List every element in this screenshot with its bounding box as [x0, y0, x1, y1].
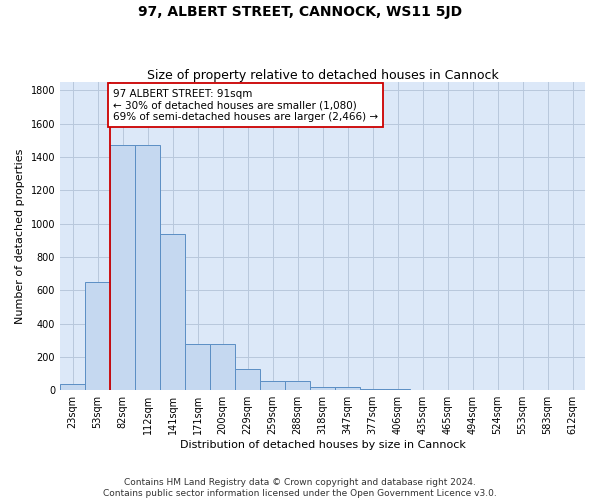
Bar — [385, 388, 410, 390]
Bar — [85, 282, 110, 390]
Bar — [110, 146, 135, 390]
Bar — [60, 384, 85, 390]
Bar — [360, 388, 385, 390]
Bar — [210, 344, 235, 390]
Y-axis label: Number of detached properties: Number of detached properties — [15, 148, 25, 324]
Bar — [235, 368, 260, 390]
Title: Size of property relative to detached houses in Cannock: Size of property relative to detached ho… — [146, 69, 499, 82]
Bar — [185, 344, 210, 390]
Text: 97, ALBERT STREET, CANNOCK, WS11 5JD: 97, ALBERT STREET, CANNOCK, WS11 5JD — [138, 5, 462, 19]
Bar — [310, 387, 335, 390]
Bar — [285, 381, 310, 390]
X-axis label: Distribution of detached houses by size in Cannock: Distribution of detached houses by size … — [179, 440, 466, 450]
Bar — [260, 381, 285, 390]
Bar — [160, 234, 185, 390]
Bar — [335, 387, 360, 390]
Text: 97 ALBERT STREET: 91sqm
← 30% of detached houses are smaller (1,080)
69% of semi: 97 ALBERT STREET: 91sqm ← 30% of detache… — [113, 88, 378, 122]
Bar — [135, 146, 160, 390]
Text: Contains HM Land Registry data © Crown copyright and database right 2024.
Contai: Contains HM Land Registry data © Crown c… — [103, 478, 497, 498]
